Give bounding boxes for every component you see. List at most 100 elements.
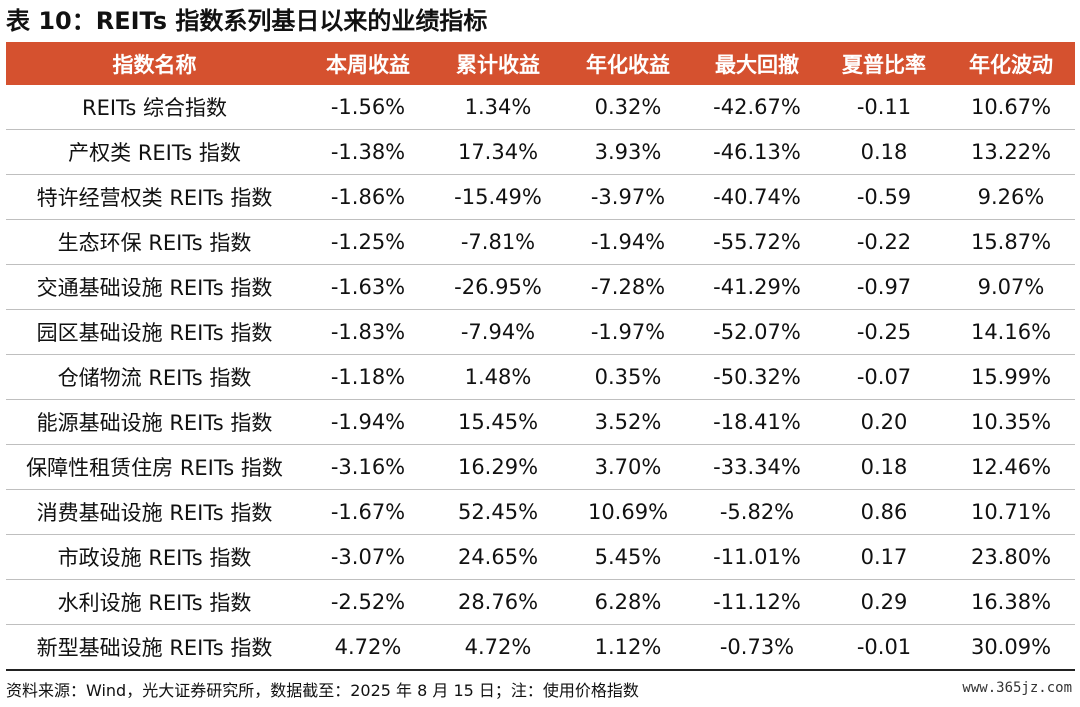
sharpe-ratio-cell: -0.01 bbox=[821, 624, 947, 671]
sharpe-ratio-cell: 0.18 bbox=[821, 129, 947, 175]
table-row: 仓储物流 REITs 指数 -1.18% 1.48% 0.35% -50.32% -0.0… bbox=[6, 354, 1075, 400]
annualized-return-cell: -1.94% bbox=[563, 219, 693, 265]
header-index-name: 指数名称 bbox=[6, 42, 303, 85]
index-name-cell: REITs 综合指数 bbox=[6, 85, 303, 130]
annualized-return-cell: 3.52% bbox=[563, 399, 693, 445]
header-annualized-volatility: 年化波动 bbox=[947, 42, 1075, 85]
table-row: 生态环保 REITs 指数 -1.25% -7.81% -1.94% -55.72% -0… bbox=[6, 219, 1075, 265]
annualized-return-cell: 1.12% bbox=[563, 624, 693, 671]
table-row: 市政设施 REITs 指数 -3.07% 24.65% 5.45% -11.01% 0.1… bbox=[6, 534, 1075, 580]
table-row: 特许经营权类 REITs 指数 -1.86% -15.49% -3.97% -40.74… bbox=[6, 174, 1075, 220]
sharpe-ratio-cell: 0.20 bbox=[821, 399, 947, 445]
index-name-cell: 园区基础设施 REITs 指数 bbox=[6, 309, 303, 355]
max-drawdown-cell: -52.07% bbox=[693, 309, 821, 355]
sharpe-ratio-cell: -0.07 bbox=[821, 354, 947, 400]
annualized-volatility-cell: 10.67% bbox=[947, 85, 1075, 130]
weekly-return-cell: -1.25% bbox=[303, 219, 433, 265]
annualized-volatility-cell: 10.71% bbox=[947, 489, 1075, 535]
sharpe-ratio-cell: -0.59 bbox=[821, 174, 947, 220]
weekly-return-cell: 4.72% bbox=[303, 624, 433, 671]
annualized-return-cell: 6.28% bbox=[563, 579, 693, 625]
cumulative-return-cell: 16.29% bbox=[433, 444, 563, 490]
weekly-return-cell: -1.86% bbox=[303, 174, 433, 220]
weekly-return-cell: -1.38% bbox=[303, 129, 433, 175]
sharpe-ratio-cell: -0.22 bbox=[821, 219, 947, 265]
max-drawdown-cell: -40.74% bbox=[693, 174, 821, 220]
weekly-return-cell: -3.16% bbox=[303, 444, 433, 490]
cumulative-return-cell: -15.49% bbox=[433, 174, 563, 220]
annualized-return-cell: 10.69% bbox=[563, 489, 693, 535]
max-drawdown-cell: -42.67% bbox=[693, 85, 821, 130]
annualized-volatility-cell: 15.99% bbox=[947, 354, 1075, 400]
header-max-drawdown: 最大回撤 bbox=[693, 42, 821, 85]
max-drawdown-cell: -46.13% bbox=[693, 129, 821, 175]
table-row: 产权类 REITs 指数 -1.38% 17.34% 3.93% -46.13% 0.18… bbox=[6, 129, 1075, 175]
cumulative-return-cell: -7.94% bbox=[433, 309, 563, 355]
index-name-cell: 产权类 REITs 指数 bbox=[6, 129, 303, 175]
annualized-volatility-cell: 14.16% bbox=[947, 309, 1075, 355]
annualized-return-cell: 3.70% bbox=[563, 444, 693, 490]
sharpe-ratio-cell: -0.11 bbox=[821, 85, 947, 130]
weekly-return-cell: -1.56% bbox=[303, 85, 433, 130]
index-name-cell: 生态环保 REITs 指数 bbox=[6, 219, 303, 265]
annualized-return-cell: 3.93% bbox=[563, 129, 693, 175]
header-annualized-return: 年化收益 bbox=[563, 42, 693, 85]
watermark: www.365jz.com bbox=[962, 680, 1072, 696]
table-row: 新型基础设施 REITs 指数 4.72% 4.72% 1.12% -0.73% -0.0… bbox=[6, 624, 1075, 671]
cumulative-return-cell: 28.76% bbox=[433, 579, 563, 625]
cumulative-return-cell: 15.45% bbox=[433, 399, 563, 445]
max-drawdown-cell: -41.29% bbox=[693, 264, 821, 310]
annualized-volatility-cell: 10.35% bbox=[947, 399, 1075, 445]
cumulative-return-cell: 52.45% bbox=[433, 489, 563, 535]
annualized-volatility-cell: 30.09% bbox=[947, 624, 1075, 671]
annualized-volatility-cell: 13.22% bbox=[947, 129, 1075, 175]
cumulative-return-cell: 1.48% bbox=[433, 354, 563, 400]
table-row: 园区基础设施 REITs 指数 -1.83% -7.94% -1.97% -52.07%… bbox=[6, 309, 1075, 355]
annualized-volatility-cell: 15.87% bbox=[947, 219, 1075, 265]
cumulative-return-cell: -7.81% bbox=[433, 219, 563, 265]
max-drawdown-cell: -5.82% bbox=[693, 489, 821, 535]
table-row: 消费基础设施 REITs 指数 -1.67% 52.45% 10.69% -5.82% 0… bbox=[6, 489, 1075, 535]
annualized-volatility-cell: 23.80% bbox=[947, 534, 1075, 580]
header-cumulative-return: 累计收益 bbox=[433, 42, 563, 85]
index-name-cell: 能源基础设施 REITs 指数 bbox=[6, 399, 303, 445]
cumulative-return-cell: -26.95% bbox=[433, 264, 563, 310]
annualized-return-cell: 0.35% bbox=[563, 354, 693, 400]
index-name-cell: 市政设施 REITs 指数 bbox=[6, 534, 303, 580]
cumulative-return-cell: 24.65% bbox=[433, 534, 563, 580]
annualized-return-cell: -7.28% bbox=[563, 264, 693, 310]
cumulative-return-cell: 17.34% bbox=[433, 129, 563, 175]
weekly-return-cell: -1.83% bbox=[303, 309, 433, 355]
sharpe-ratio-cell: -0.97 bbox=[821, 264, 947, 310]
max-drawdown-cell: -11.01% bbox=[693, 534, 821, 580]
index-name-cell: 保障性租赁住房 REITs 指数 bbox=[6, 444, 303, 490]
header-sharpe-ratio: 夏普比率 bbox=[821, 42, 947, 85]
max-drawdown-cell: -0.73% bbox=[693, 624, 821, 671]
cumulative-return-cell: 1.34% bbox=[433, 85, 563, 130]
max-drawdown-cell: -11.12% bbox=[693, 579, 821, 625]
cumulative-return-cell: 4.72% bbox=[433, 624, 563, 671]
sharpe-ratio-cell: 0.18 bbox=[821, 444, 947, 490]
weekly-return-cell: -2.52% bbox=[303, 579, 433, 625]
max-drawdown-cell: -50.32% bbox=[693, 354, 821, 400]
source-note: 资料来源：Wind，光大证券研究所，数据截至：2025 年 8 月 15 日；注… bbox=[6, 681, 639, 700]
annualized-volatility-cell: 9.26% bbox=[947, 174, 1075, 220]
table-row: 保障性租赁住房 REITs 指数 -3.16% 16.29% 3.70% -33.34%… bbox=[6, 444, 1075, 490]
annualized-return-cell: 5.45% bbox=[563, 534, 693, 580]
sharpe-ratio-cell: 0.86 bbox=[821, 489, 947, 535]
index-name-cell: 特许经营权类 REITs 指数 bbox=[6, 174, 303, 220]
sharpe-ratio-cell: 0.29 bbox=[821, 579, 947, 625]
annualized-return-cell: 0.32% bbox=[563, 85, 693, 130]
table-row: 交通基础设施 REITs 指数 -1.63% -26.95% -7.28% -41.29… bbox=[6, 264, 1075, 310]
annualized-volatility-cell: 16.38% bbox=[947, 579, 1075, 625]
index-name-cell: 新型基础设施 REITs 指数 bbox=[6, 624, 303, 671]
weekly-return-cell: -1.63% bbox=[303, 264, 433, 310]
weekly-return-cell: -1.18% bbox=[303, 354, 433, 400]
index-name-cell: 交通基础设施 REITs 指数 bbox=[6, 264, 303, 310]
sharpe-ratio-cell: -0.25 bbox=[821, 309, 947, 355]
header-weekly-return: 本周收益 bbox=[303, 42, 433, 85]
annualized-return-cell: -3.97% bbox=[563, 174, 693, 220]
table-row: 能源基础设施 REITs 指数 -1.94% 15.45% 3.52% -18.41% 0… bbox=[6, 399, 1075, 445]
max-drawdown-cell: -55.72% bbox=[693, 219, 821, 265]
index-name-cell: 水利设施 REITs 指数 bbox=[6, 579, 303, 625]
